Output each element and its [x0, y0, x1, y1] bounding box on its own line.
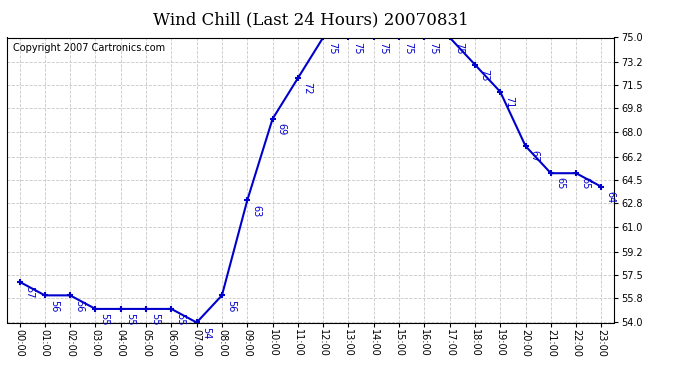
Text: 75: 75: [428, 42, 439, 54]
Text: 75: 75: [327, 42, 337, 54]
Text: 55: 55: [175, 313, 186, 326]
Text: 67: 67: [530, 150, 540, 163]
Text: 64: 64: [606, 191, 615, 203]
Text: 69: 69: [277, 123, 287, 135]
Text: 54: 54: [201, 327, 211, 339]
Text: 55: 55: [125, 313, 135, 326]
Text: Copyright 2007 Cartronics.com: Copyright 2007 Cartronics.com: [13, 43, 165, 53]
Text: 73: 73: [479, 69, 489, 81]
Text: 56: 56: [226, 300, 236, 312]
Text: 65: 65: [555, 177, 565, 190]
Text: 57: 57: [23, 286, 34, 298]
Text: 72: 72: [302, 82, 312, 95]
Text: 55: 55: [99, 313, 110, 326]
Text: 63: 63: [251, 204, 262, 217]
Text: 75: 75: [454, 42, 464, 54]
Text: 71: 71: [504, 96, 515, 108]
Text: 55: 55: [150, 313, 160, 326]
Text: 65: 65: [580, 177, 591, 190]
Text: Wind Chill (Last 24 Hours) 20070831: Wind Chill (Last 24 Hours) 20070831: [152, 11, 469, 28]
Text: 56: 56: [49, 300, 59, 312]
Text: 56: 56: [75, 300, 84, 312]
Text: 75: 75: [378, 42, 388, 54]
Text: 75: 75: [403, 42, 413, 54]
Text: 75: 75: [353, 42, 363, 54]
